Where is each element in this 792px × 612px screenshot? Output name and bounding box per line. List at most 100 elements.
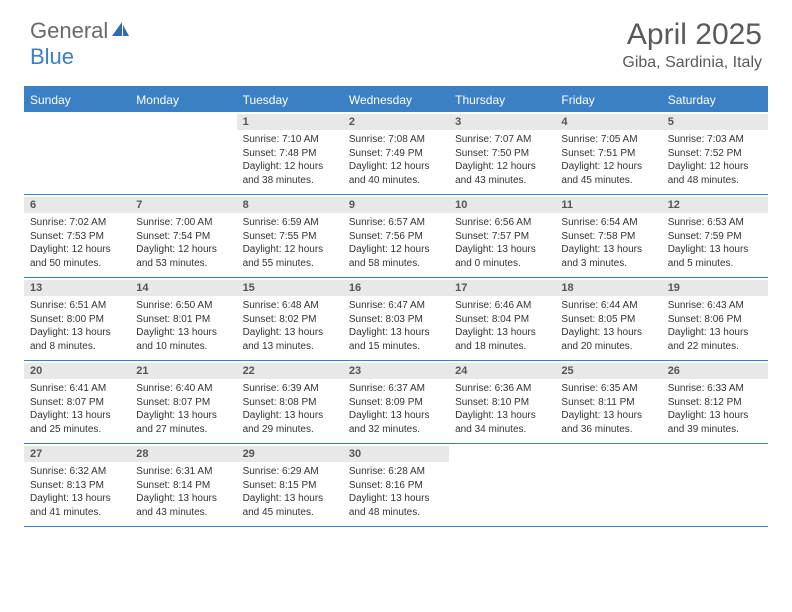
sunrise-text: Sunrise: 6:39 AM — [243, 382, 337, 396]
daylight-text: Daylight: 12 hours and 50 minutes. — [30, 243, 124, 270]
day-cell: 11 Sunrise: 6:54 AMSunset: 7:58 PMDayligh… — [555, 195, 661, 277]
day-details: Sunrise: 6:29 AMSunset: 8:15 PMDaylight:… — [243, 465, 337, 519]
sunset-text: Sunset: 8:14 PM — [136, 479, 230, 493]
day-cell: 9Sunrise: 6:57 AMSunset: 7:56 PMDaylight… — [343, 195, 449, 277]
day-number: 2 — [343, 114, 449, 130]
day-details: Sunrise: 6:39 AMSunset: 8:08 PMDaylight:… — [243, 382, 337, 436]
daylight-text: Daylight: 12 hours and 38 minutes. — [243, 160, 337, 187]
day-cell: 10Sunrise: 6:56 AMSunset: 7:57 PMDayligh… — [449, 195, 555, 277]
day-header: Friday — [555, 88, 661, 112]
sunrise-text: Sunrise: 6:48 AM — [243, 299, 337, 313]
day-number: 11 — [555, 197, 661, 213]
sunrise-text: Sunrise: 6:54 AM — [561, 216, 655, 230]
sunset-text: Sunset: 7:53 PM — [30, 230, 124, 244]
daylight-text: Daylight: 13 hours and 15 minutes. — [349, 326, 443, 353]
daylight-text: Daylight: 12 hours and 58 minutes. — [349, 243, 443, 270]
day-details: Sunrise: 6:28 AMSunset: 8:16 PMDaylight:… — [349, 465, 443, 519]
sunrise-text: Sunrise: 7:05 AM — [561, 133, 655, 147]
daylight-text: Daylight: 13 hours and 36 minutes. — [561, 409, 655, 436]
sunrise-text: Sunrise: 7:08 AM — [349, 133, 443, 147]
sunset-text: Sunset: 8:13 PM — [30, 479, 124, 493]
day-details: Sunrise: 6:48 AMSunset: 8:02 PMDaylight:… — [243, 299, 337, 353]
sunset-text: Sunset: 8:15 PM — [243, 479, 337, 493]
sunrise-text: Sunrise: 7:07 AM — [455, 133, 549, 147]
daylight-text: Daylight: 12 hours and 48 minutes. — [668, 160, 762, 187]
sunrise-text: Sunrise: 6:43 AM — [668, 299, 762, 313]
sunset-text: Sunset: 8:09 PM — [349, 396, 443, 410]
sunset-text: Sunset: 8:05 PM — [561, 313, 655, 327]
day-header: Wednesday — [343, 88, 449, 112]
day-cell: 26Sunrise: 6:33 AMSunset: 8:12 PMDayligh… — [662, 361, 768, 443]
sunrise-text: Sunrise: 6:53 AM — [668, 216, 762, 230]
sunset-text: Sunset: 7:58 PM — [561, 230, 655, 244]
day-header: Monday — [130, 88, 236, 112]
day-details: Sunrise: 6:37 AMSunset: 8:09 PMDaylight:… — [349, 382, 443, 436]
sunset-text: Sunset: 7:54 PM — [136, 230, 230, 244]
day-number: 5 — [662, 114, 768, 130]
daylight-text: Daylight: 13 hours and 0 minutes. — [455, 243, 549, 270]
day-number: 18 — [555, 280, 661, 296]
day-number: 8 — [237, 197, 343, 213]
title-block: April 2025 Giba, Sardinia, Italy — [622, 18, 762, 72]
day-details: Sunrise: 6:53 AMSunset: 7:59 PMDaylight:… — [668, 216, 762, 270]
day-number: 26 — [662, 363, 768, 379]
daylight-text: Daylight: 13 hours and 29 minutes. — [243, 409, 337, 436]
day-cell: 25Sunrise: 6:35 AMSunset: 8:11 PMDayligh… — [555, 361, 661, 443]
day-header: Thursday — [449, 88, 555, 112]
day-details: Sunrise: 6:50 AMSunset: 8:01 PMDaylight:… — [136, 299, 230, 353]
day-cell: 21Sunrise: 6:40 AMSunset: 8:07 PMDayligh… — [130, 361, 236, 443]
day-number: 16 — [343, 280, 449, 296]
daylight-text: Daylight: 13 hours and 34 minutes. — [455, 409, 549, 436]
day-number: 4 — [555, 114, 661, 130]
day-details: Sunrise: 6:35 AMSunset: 8:11 PMDaylight:… — [561, 382, 655, 436]
day-details: Sunrise: 6:56 AMSunset: 7:57 PMDaylight:… — [455, 216, 549, 270]
sunset-text: Sunset: 8:04 PM — [455, 313, 549, 327]
sunset-text: Sunset: 8:10 PM — [455, 396, 549, 410]
sunset-text: Sunset: 8:07 PM — [30, 396, 124, 410]
day-details: Sunrise: 6:41 AMSunset: 8:07 PMDaylight:… — [30, 382, 124, 436]
day-cell: 6Sunrise: 7:02 AMSunset: 7:53 PMDaylight… — [24, 195, 130, 277]
day-cell: 1Sunrise: 7:10 AMSunset: 7:48 PMDaylight… — [237, 112, 343, 194]
sunrise-text: Sunrise: 6:40 AM — [136, 382, 230, 396]
daylight-text: Daylight: 13 hours and 39 minutes. — [668, 409, 762, 436]
daylight-text: Daylight: 12 hours and 45 minutes. — [561, 160, 655, 187]
daylight-text: Daylight: 13 hours and 10 minutes. — [136, 326, 230, 353]
sunrise-text: Sunrise: 7:03 AM — [668, 133, 762, 147]
sunset-text: Sunset: 8:03 PM — [349, 313, 443, 327]
week-row: 20Sunrise: 6:41 AMSunset: 8:07 PMDayligh… — [24, 361, 768, 444]
daylight-text: Daylight: 12 hours and 40 minutes. — [349, 160, 443, 187]
sunrise-text: Sunrise: 6:31 AM — [136, 465, 230, 479]
header: GeneralBlue April 2025 Giba, Sardinia, I… — [0, 0, 792, 78]
sunset-text: Sunset: 8:07 PM — [136, 396, 230, 410]
daylight-text: Daylight: 13 hours and 5 minutes. — [668, 243, 762, 270]
sunset-text: Sunset: 8:16 PM — [349, 479, 443, 493]
daylight-text: Daylight: 13 hours and 48 minutes. — [349, 492, 443, 519]
sunrise-text: Sunrise: 6:57 AM — [349, 216, 443, 230]
day-cell: 17Sunrise: 6:46 AMSunset: 8:04 PMDayligh… — [449, 278, 555, 360]
sunset-text: Sunset: 7:57 PM — [455, 230, 549, 244]
sunrise-text: Sunrise: 7:10 AM — [243, 133, 337, 147]
sunset-text: Sunset: 7:50 PM — [455, 147, 549, 161]
sunset-text: Sunset: 7:55 PM — [243, 230, 337, 244]
day-details: Sunrise: 7:10 AMSunset: 7:48 PMDaylight:… — [243, 133, 337, 187]
day-cell: 27Sunrise: 6:32 AMSunset: 8:13 PMDayligh… — [24, 444, 130, 526]
sunset-text: Sunset: 8:06 PM — [668, 313, 762, 327]
sunset-text: Sunset: 8:11 PM — [561, 396, 655, 410]
sunrise-text: Sunrise: 6:29 AM — [243, 465, 337, 479]
day-number: 17 — [449, 280, 555, 296]
sunset-text: Sunset: 8:02 PM — [243, 313, 337, 327]
sunrise-text: Sunrise: 6:51 AM — [30, 299, 124, 313]
day-details: Sunrise: 6:54 AMSunset: 7:58 PMDaylight:… — [561, 216, 655, 270]
day-cell: 14Sunrise: 6:50 AMSunset: 8:01 PMDayligh… — [130, 278, 236, 360]
day-details: Sunrise: 7:02 AMSunset: 7:53 PMDaylight:… — [30, 216, 124, 270]
day-details: Sunrise: 7:08 AMSunset: 7:49 PMDaylight:… — [349, 133, 443, 187]
day-cell — [130, 112, 236, 194]
week-row: 13Sunrise: 6:51 AMSunset: 8:00 PMDayligh… — [24, 278, 768, 361]
day-details: Sunrise: 7:05 AMSunset: 7:51 PMDaylight:… — [561, 133, 655, 187]
sunrise-text: Sunrise: 6:46 AM — [455, 299, 549, 313]
day-header-row: SundayMondayTuesdayWednesdayThursdayFrid… — [24, 88, 768, 112]
sunrise-text: Sunrise: 6:56 AM — [455, 216, 549, 230]
day-number: 24 — [449, 363, 555, 379]
day-cell — [662, 444, 768, 526]
day-number: 7 — [130, 197, 236, 213]
